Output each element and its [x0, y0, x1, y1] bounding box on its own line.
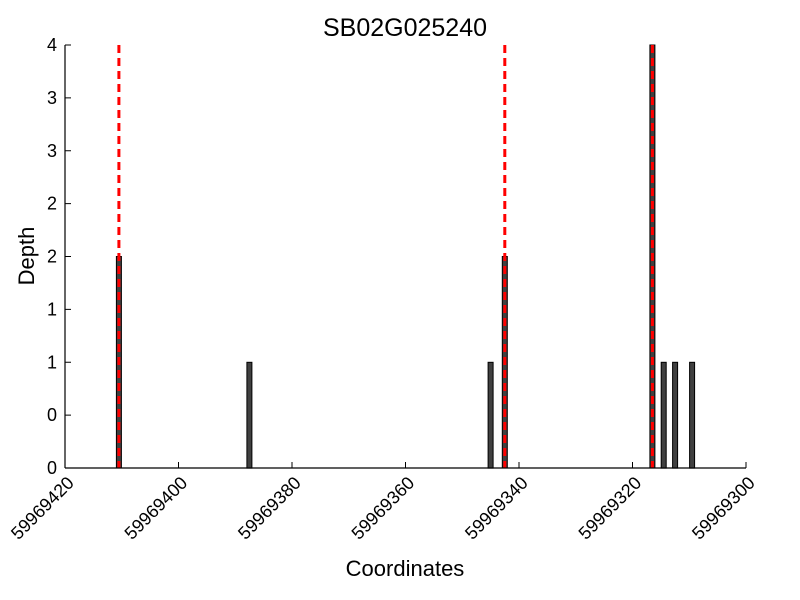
x-tick-label-1: 59969400	[121, 473, 192, 544]
x-tick-label-5: 59969320	[575, 473, 646, 544]
y-tick-label-0: 0	[47, 458, 57, 478]
x-tick-label-3: 59969360	[348, 473, 419, 544]
y-tick-label-2: 1	[47, 352, 57, 372]
x-tick-label-2: 59969380	[234, 473, 305, 544]
y-tick-label-6: 3	[47, 141, 57, 161]
y-tick-label-1: 0	[47, 405, 57, 425]
y-tick-label-3: 1	[47, 299, 57, 319]
y-tick-label-7: 3	[47, 88, 57, 108]
y-tick-label-4: 2	[47, 247, 57, 267]
x-tick-label-4: 59969340	[461, 473, 532, 544]
y-tick-label-5: 2	[47, 194, 57, 214]
y-tick-label-8: 4	[47, 35, 57, 55]
bars-layer	[115, 44, 696, 469]
x-axis-label: Coordinates	[346, 556, 465, 581]
bar-1	[246, 361, 253, 469]
y-axis-label: Depth	[14, 227, 39, 286]
chart-title: SB02G025240	[323, 14, 487, 42]
bar-2	[487, 361, 494, 469]
x-tick-label-6: 59969300	[688, 473, 759, 544]
bar-7	[689, 361, 696, 469]
markers-layer	[117, 45, 654, 468]
bar-6	[672, 361, 679, 469]
bar-5	[660, 361, 667, 469]
x-tick-label-0: 59969420	[7, 473, 78, 544]
